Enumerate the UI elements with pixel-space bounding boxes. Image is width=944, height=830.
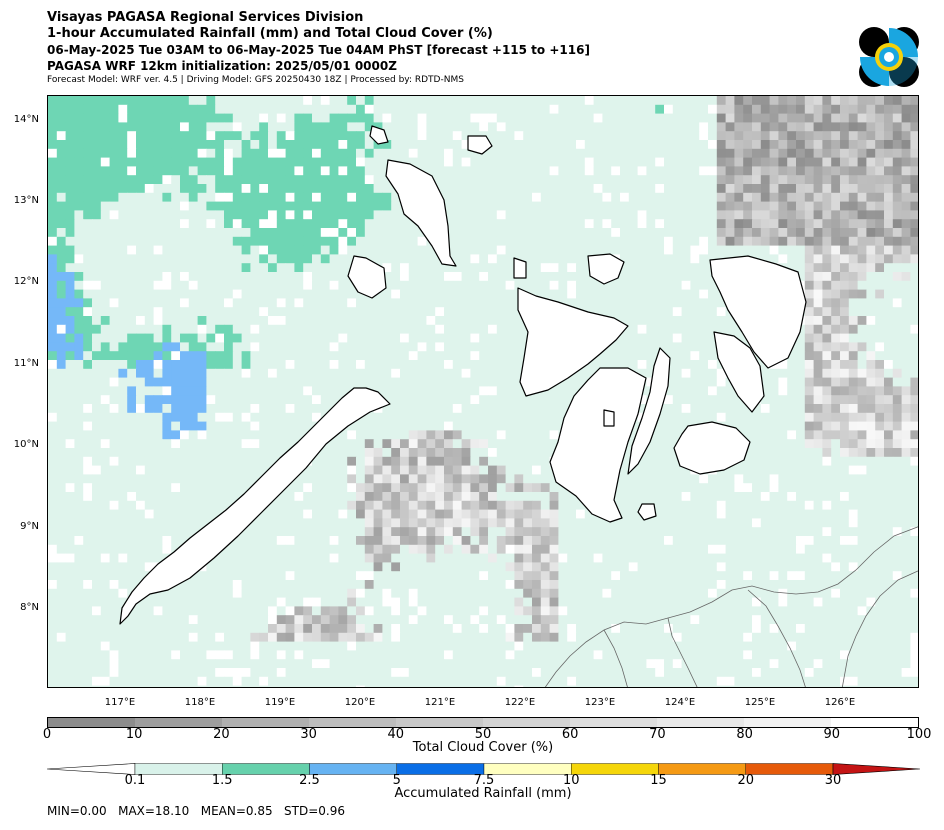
panay-coastline <box>517 287 629 397</box>
cloud-tick-label: 10 <box>125 727 143 742</box>
rain-colorbar-segment <box>571 763 659 775</box>
rain-tick-label: 5 <box>392 773 401 788</box>
lon-label-122: 122°E <box>504 697 536 708</box>
lat-label-10: 10°N <box>13 439 39 450</box>
rain-tick-label: 15 <box>650 773 667 788</box>
cloud-tick-label: 70 <box>649 727 666 742</box>
coastlines <box>119 125 807 625</box>
cloud-cover-label: Total Cloud Cover (%) <box>412 740 554 755</box>
cloud-tick-label: 50 <box>474 727 492 742</box>
title-line-5: Forecast Model: WRF ver. 4.5 | Driving M… <box>47 75 464 85</box>
statistics-summary: MIN=0.00 MAX=18.10 MEAN=0.85 STD=0.96 <box>47 804 346 818</box>
palawan-coastline <box>119 387 391 625</box>
lat-label-13: 13°N <box>13 195 39 206</box>
rainfall-colorbar <box>47 763 921 775</box>
rain-colorbar-segment <box>396 763 485 775</box>
cloud-colorbar-segment <box>48 718 135 727</box>
cloud-tick-label: 20 <box>213 727 230 742</box>
rain-tick-label: 0.1 <box>124 773 146 788</box>
cloud-colorbar-segment <box>657 718 744 727</box>
title-line-1: Visayas PAGASA Regional Services Divisio… <box>47 10 364 25</box>
leyte-coastline <box>713 331 765 413</box>
lon-label-117: 117°E <box>104 697 136 708</box>
rain-colorbar-min-arrow <box>47 763 136 775</box>
rain-colorbar-segment <box>222 763 310 775</box>
rain-colorbar-segment <box>134 763 223 775</box>
romblon-coastline <box>513 257 527 279</box>
rain-tick-label: 2.5 <box>299 773 320 788</box>
title-line-2: 1-hour Accumulated Rainfall (mm) and Tot… <box>47 26 493 41</box>
rain-tick-label: 7.5 <box>473 773 495 788</box>
lat-label-11: 11°N <box>13 358 39 369</box>
forecast-map <box>47 95 919 688</box>
lon-label-124: 124°E <box>664 697 696 708</box>
siquijor-coastline <box>637 503 657 521</box>
lon-label-123: 123°E <box>584 697 616 708</box>
cloud-colorbar-segment <box>396 718 483 727</box>
busuanga-coastline <box>347 255 387 299</box>
cloud-tick-label: 80 <box>736 727 753 742</box>
pagasa-logo <box>858 26 920 88</box>
cloud-tick-label: 30 <box>300 727 317 742</box>
rainfall-label: Accumulated Rainfall (mm) <box>394 786 572 801</box>
lon-label-120: 120°E <box>344 697 376 708</box>
negros-coastline <box>549 367 647 523</box>
masbate-coastline <box>587 253 625 285</box>
rain-colorbar-max-arrow <box>832 763 921 775</box>
cloud-tick-label: 40 <box>387 727 405 742</box>
rain-tick-label: 30 <box>824 773 842 788</box>
lon-label-126: 126°E <box>824 697 856 708</box>
lon-label-121: 121°E <box>424 697 456 708</box>
lon-label-119: 119°E <box>264 697 296 708</box>
cloud-cover-colorbar <box>47 717 919 728</box>
rain-tick-label: 10 <box>562 773 580 788</box>
lon-label-118: 118°E <box>184 697 216 708</box>
rain-colorbar-segment <box>745 763 834 775</box>
rain-tick-label: 1.5 <box>211 773 233 788</box>
cebu-coastline <box>627 347 671 475</box>
rainfall-cloud-grid <box>48 96 918 687</box>
lat-label-9: 9°N <box>20 521 39 532</box>
cloud-tick-label: 90 <box>823 727 841 742</box>
mindoro-coastline <box>385 159 457 267</box>
tablas-coastline <box>369 125 389 145</box>
lat-label-12: 12°N <box>13 276 39 287</box>
cloud-colorbar-segment <box>222 718 309 727</box>
title-line-3: 06-May-2025 Tue 03AM to 06-May-2025 Tue … <box>47 43 590 57</box>
guimaras-coastline <box>603 409 615 427</box>
rain-colorbar-segment <box>309 763 397 775</box>
cloud-colorbar-segment <box>309 718 396 727</box>
rain-colorbar-segment <box>483 763 572 775</box>
cloud-tick-label: 60 <box>561 727 579 742</box>
samar-coastline <box>709 255 807 369</box>
cloud-colorbar-segment <box>831 718 918 727</box>
title-line-4: PAGASA WRF 12km initialization: 2025/05/… <box>47 59 397 73</box>
cloud-tick-label: 100 <box>906 727 932 742</box>
bohol-coastline <box>673 421 751 475</box>
rain-colorbar-segment <box>658 763 746 775</box>
lon-label-125: 125°E <box>744 697 776 708</box>
cloud-colorbar-segment <box>135 718 222 727</box>
cloud-colorbar-segment <box>570 718 657 727</box>
rain-tick-label: 20 <box>737 773 755 788</box>
mindanao-coastline <box>544 526 918 687</box>
cloud-colorbar-segment <box>483 718 570 727</box>
marinduque-coastline <box>467 135 493 155</box>
lat-label-14: 14°N <box>13 114 39 125</box>
cloud-colorbar-segment <box>744 718 831 727</box>
lat-label-8: 8°N <box>20 602 39 613</box>
cloud-tick-label: 0 <box>42 727 52 742</box>
